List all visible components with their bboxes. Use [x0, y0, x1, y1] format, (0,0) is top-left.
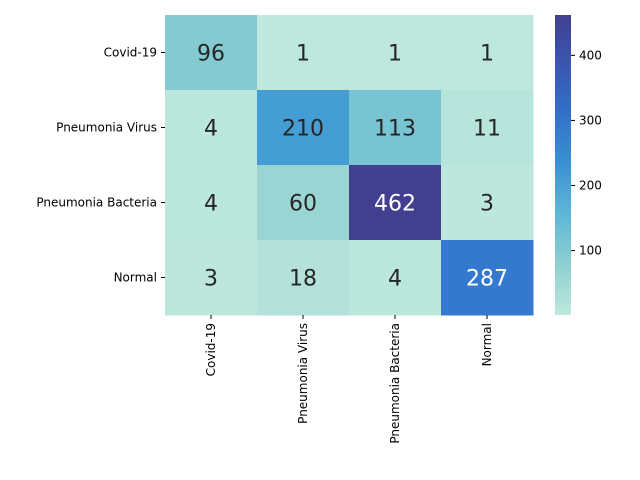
cell-value-label: 113 — [374, 117, 416, 142]
cell-value-label: 287 — [466, 267, 508, 292]
heatmap-cell — [165, 15, 258, 91]
x-axis-tick-labels: Covid-19 Pneumonia Virus Pneumonia Bacteri… — [204, 315, 494, 444]
cell-value-label: 4 — [388, 267, 402, 292]
heatmap-cell — [349, 15, 442, 91]
colorbar-tick-label: 200 — [579, 178, 602, 192]
heatmap-cell — [441, 240, 534, 316]
cell-annotations: 96 1 1 14 210 113 114 60 462 33 18 4 287 — [197, 42, 508, 292]
cell-value-label: 60 — [289, 192, 317, 217]
heatmap-cell — [441, 165, 534, 241]
cell-value-label: 11 — [473, 117, 501, 142]
heatmap-cell — [441, 15, 534, 91]
cell-value-label: 96 — [197, 42, 225, 67]
colorbar-gradient — [555, 15, 571, 315]
heatmap-cell — [349, 165, 442, 241]
cell-value-label: 3 — [204, 267, 218, 292]
x-tick-label: Covid-19 — [204, 323, 218, 376]
heatmap-cells — [165, 15, 534, 316]
colorbar: 100 200 300 400 — [555, 15, 602, 315]
cell-value-label: 3 — [480, 192, 494, 217]
heatmap-cell — [165, 165, 258, 241]
heatmap-cell — [257, 15, 350, 91]
cell-value-label: 4 — [204, 117, 218, 142]
colorbar-tick-label: 300 — [579, 113, 602, 127]
heatmap-cell — [349, 90, 442, 166]
x-tick-label: Pneumonia Virus — [296, 323, 310, 424]
cell-value-label: 4 — [204, 192, 218, 217]
x-tick-label: Pneumonia Bacteria — [388, 323, 402, 444]
heatmap-cell — [349, 240, 442, 316]
cell-value-label: 1 — [296, 42, 310, 67]
heatmap-cell — [257, 240, 350, 316]
heatmap-cell — [441, 90, 534, 166]
y-tick-label: Pneumonia Virus — [56, 121, 157, 135]
x-tick-label: Normal — [480, 323, 494, 366]
y-tick-label: Covid-19 — [104, 46, 157, 60]
y-tick-label: Pneumonia Bacteria — [36, 196, 157, 210]
cell-value-label: 462 — [374, 192, 416, 217]
colorbar-tick-label: 100 — [579, 244, 602, 258]
heatmap-cell — [165, 240, 258, 316]
cell-value-label: 1 — [480, 42, 494, 67]
heatmap-cell — [257, 165, 350, 241]
y-tick-label: Normal — [114, 271, 157, 285]
y-axis-tick-labels: Covid-19 Pneumonia Virus Pneumonia Bacteri… — [36, 46, 165, 285]
cell-value-label: 18 — [289, 267, 317, 292]
colorbar-tick-label: 400 — [579, 48, 602, 62]
cell-value-label: 210 — [282, 117, 324, 142]
cell-value-label: 1 — [388, 42, 402, 67]
heatmap-cell — [165, 90, 258, 166]
heatmap-cell — [257, 90, 350, 166]
